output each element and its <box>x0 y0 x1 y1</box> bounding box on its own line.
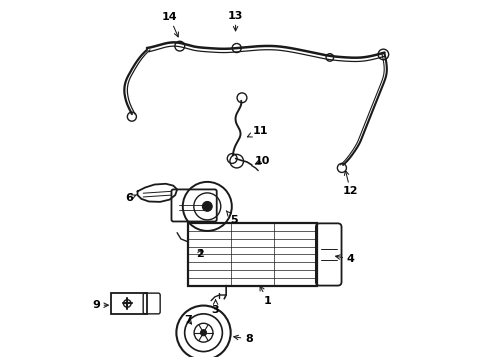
Circle shape <box>202 202 212 211</box>
Text: 14: 14 <box>162 12 178 37</box>
Text: 1: 1 <box>260 286 271 306</box>
Circle shape <box>200 330 207 336</box>
Text: 12: 12 <box>343 171 358 196</box>
Text: 9: 9 <box>92 300 108 310</box>
Text: 11: 11 <box>247 126 268 137</box>
Text: 8: 8 <box>234 334 253 344</box>
Text: 7: 7 <box>185 315 192 325</box>
Text: 2: 2 <box>196 248 204 258</box>
Bar <box>111 293 147 314</box>
Text: 6: 6 <box>125 193 137 203</box>
Text: 13: 13 <box>228 11 243 31</box>
Text: 10: 10 <box>254 156 270 166</box>
Bar <box>189 223 317 285</box>
Text: 4: 4 <box>336 254 355 264</box>
Text: 3: 3 <box>212 300 220 315</box>
Text: 5: 5 <box>226 211 238 225</box>
